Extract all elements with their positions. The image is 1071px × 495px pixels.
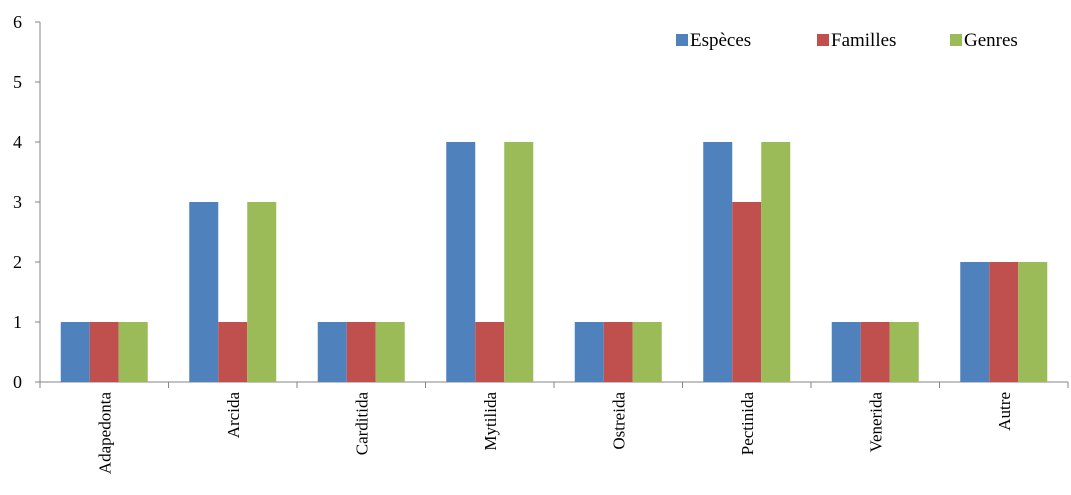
y-tick-label: 1: [13, 312, 22, 332]
legend-swatch: [950, 34, 962, 46]
bar-esp-ces-arcida: [189, 202, 219, 382]
bar-familles-ostreida: [603, 322, 633, 382]
legend-swatch: [676, 34, 688, 46]
x-category-label: Adapedonta: [95, 392, 114, 475]
bar-esp-ces-adapedonta: [60, 322, 90, 382]
bar-esp-ces-carditida: [317, 322, 347, 382]
bar-genres-autre: [1018, 262, 1048, 382]
bar-esp-ces-mytilida: [446, 142, 476, 382]
bar-genres-venerida: [889, 322, 919, 382]
bar-genres-mytilida: [504, 142, 534, 382]
bar-genres-ostreida: [632, 322, 662, 382]
x-axis: Adapedonta Arcida Carditida Mytilida Ostreid…: [39, 381, 1069, 475]
y-tick-label: 5: [13, 72, 22, 92]
bar-genres-pectinida: [761, 142, 791, 382]
x-category-label: Venerida: [866, 392, 885, 453]
bar-familles-arcida: [218, 322, 248, 382]
bar-familles-venerida: [860, 322, 890, 382]
bar-genres-arcida: [247, 202, 277, 382]
bar-familles-mytilida: [475, 322, 505, 382]
bar-esp-ces-autre: [960, 262, 990, 382]
y-tick-label: 4: [13, 132, 22, 152]
bar-genres-carditida: [375, 322, 405, 382]
legend: Espèces Familles Genres: [676, 30, 1018, 51]
x-category-label: Pectinida: [738, 392, 757, 456]
bars: [60, 142, 1048, 382]
bar-esp-ces-pectinida: [703, 142, 733, 382]
x-category-label: Autre: [995, 392, 1014, 431]
x-category-label: Arcida: [224, 392, 243, 439]
y-tick-label: 3: [13, 192, 22, 212]
y-tick-label: 6: [13, 12, 22, 32]
y-tick-label: 2: [13, 252, 22, 272]
bar-familles-adapedonta: [89, 322, 119, 382]
y-tick-label: 0: [13, 372, 22, 392]
legend-label: Genres: [964, 30, 1018, 51]
bar-esp-ces-venerida: [831, 322, 861, 382]
bar-esp-ces-ostreida: [574, 322, 604, 382]
bar-genres-adapedonta: [118, 322, 148, 382]
x-category-label: Carditida: [352, 392, 371, 456]
x-category-label: Mytilida: [481, 392, 500, 451]
legend-swatch: [817, 34, 829, 46]
legend-label: Familles: [831, 30, 896, 51]
y-axis: 0 1 2 3 4 5 6: [13, 12, 41, 392]
bar-familles-carditida: [346, 322, 376, 382]
bar-familles-pectinida: [732, 202, 762, 382]
legend-label: Espèces: [690, 30, 751, 51]
x-category-label: Ostreida: [609, 392, 628, 450]
bar-familles-autre: [989, 262, 1019, 382]
